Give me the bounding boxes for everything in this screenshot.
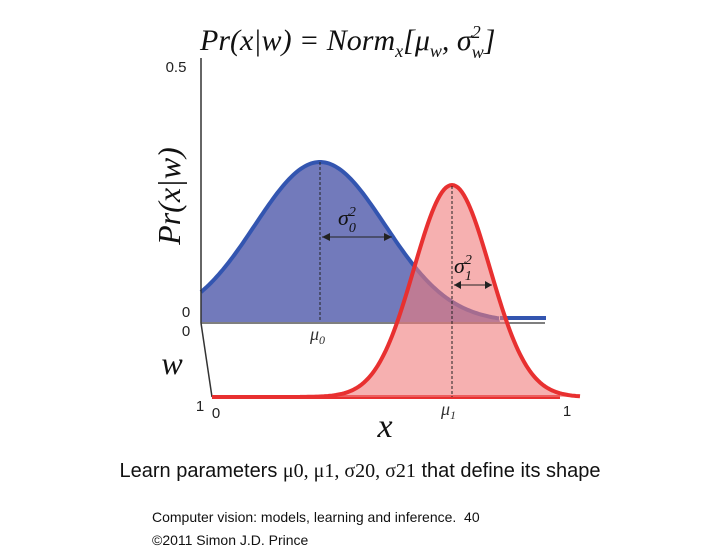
ann-sup: 2 bbox=[465, 253, 472, 268]
sigma1-label: σ2 1 bbox=[454, 253, 472, 284]
eq-part: [μ bbox=[403, 24, 430, 57]
tick-label: 1 bbox=[563, 403, 571, 420]
tick-label: 1 bbox=[196, 398, 204, 415]
ann: σ bbox=[338, 205, 350, 230]
footer-line: Computer vision: models, learning and in… bbox=[152, 509, 480, 525]
eq-sub: w bbox=[472, 42, 484, 62]
pdf-w1-fill bbox=[300, 185, 580, 397]
ann-sub: 0 bbox=[319, 333, 325, 347]
caption-text: Learn parameters bbox=[119, 460, 283, 482]
ann-sub: 1 bbox=[465, 269, 472, 284]
eq-part: ] bbox=[483, 24, 496, 57]
mu1-label: μ1 bbox=[440, 399, 456, 422]
footer: Computer vision: models, learning and in… bbox=[152, 506, 480, 552]
equation: Pr(x|w) = Normx[μw, σ2 w] bbox=[199, 22, 495, 62]
eq-sub: w bbox=[430, 41, 442, 61]
arrow-head bbox=[454, 281, 461, 289]
arrow-head bbox=[322, 233, 330, 241]
ann-sub: 1 bbox=[450, 408, 456, 422]
x-axis-label: x bbox=[376, 408, 392, 445]
figure: Pr(x|w) = Normx[μw, σ2 w] σ2 0 σ2 1 μ0 μ1 P… bbox=[151, 22, 581, 445]
tick-label: 0 bbox=[182, 323, 190, 340]
caption-text: that define its shape bbox=[415, 460, 601, 482]
slide: {"figure": { "equation_parts": ["Pr(x|w)… bbox=[0, 22, 720, 548]
pdf-w1-line bbox=[300, 182, 581, 399]
y-axis-label: Pr(x|w) bbox=[151, 147, 187, 246]
tick-label: 0 bbox=[212, 405, 220, 422]
ann: σ bbox=[454, 253, 466, 278]
footer-line: ©2011 Simon J.D. Prince bbox=[152, 532, 309, 548]
ann-sub: 0 bbox=[349, 221, 356, 236]
ann: μ bbox=[440, 399, 450, 419]
caption: Learn parameters μ0, μ1, σ20, σ21 that d… bbox=[0, 460, 720, 483]
ann: μ bbox=[309, 324, 319, 344]
arrow-head bbox=[485, 281, 492, 289]
tick-label: 0 bbox=[182, 304, 190, 321]
mu0-label: μ0 bbox=[309, 324, 325, 347]
eq-sub: x bbox=[394, 41, 403, 61]
eq-part: Pr(x|w) = Norm bbox=[199, 24, 395, 57]
eq-part: , σ bbox=[442, 24, 473, 57]
w-axis-label: w bbox=[161, 345, 183, 381]
tick-label: 0.5 bbox=[166, 59, 187, 76]
w-axis bbox=[200, 322, 213, 398]
sigma0-label: σ2 0 bbox=[338, 205, 356, 236]
caption-params: μ0, μ1, σ20, σ21 bbox=[282, 460, 416, 482]
ann-sup: 2 bbox=[349, 205, 356, 220]
arrow-head bbox=[384, 233, 392, 241]
eq-sup: 2 bbox=[472, 22, 481, 42]
